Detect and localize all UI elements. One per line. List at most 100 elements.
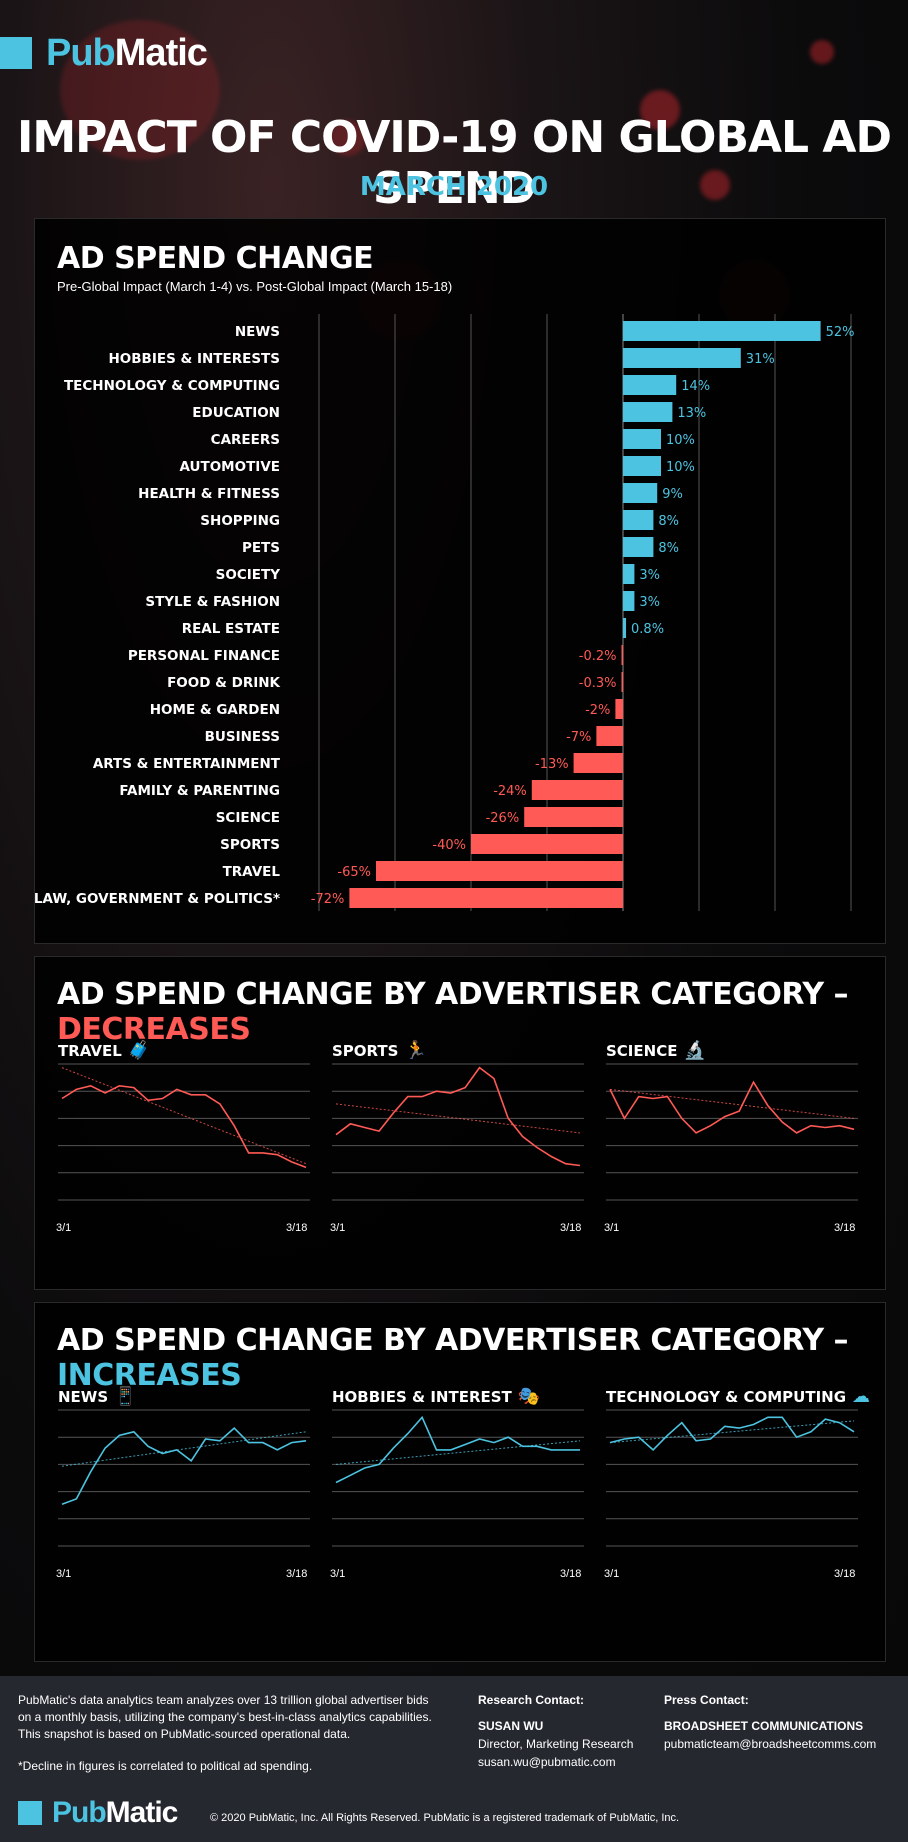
bar-value-label: -0.3% <box>579 676 617 691</box>
pubmatic-logo: PubMatic <box>0 34 208 72</box>
series-line <box>609 1080 855 1134</box>
bar-value-label: -40% <box>432 838 466 853</box>
series-line <box>61 1426 307 1506</box>
bar-value-label: -2% <box>585 703 610 718</box>
bar <box>623 537 654 557</box>
mini-chart-title: SCIENCE 🔬 <box>606 1040 706 1061</box>
trend-line <box>335 1103 581 1134</box>
bar <box>623 456 661 476</box>
series-line <box>61 1084 307 1169</box>
x-tick-end: 3/18 <box>286 1222 308 1234</box>
bar-value-label: 8% <box>658 541 679 556</box>
x-tick-end: 3/18 <box>560 1222 582 1234</box>
research-contact-title: Director, Marketing Research <box>478 1737 634 1751</box>
footer-about: PubMatic's data analytics team analyzes … <box>18 1693 432 1741</box>
x-tick-start: 3/1 <box>56 1222 72 1234</box>
bar-category-label: PETS <box>242 540 280 556</box>
bar <box>531 780 623 800</box>
decreases-panel: AD SPEND CHANGE BY ADVERTISER CATEGORY –… <box>34 956 886 1290</box>
bar <box>623 429 661 449</box>
mini-line-chart <box>606 1063 858 1201</box>
bar-chart-title: AD SPEND CHANGE <box>57 241 374 276</box>
bar-category-label: HEALTH & FITNESS <box>138 486 280 502</box>
x-tick-end: 3/18 <box>560 1568 582 1580</box>
trend-line <box>61 1067 307 1165</box>
footer-pubmatic-logo: PubMatic <box>18 1798 178 1828</box>
bar-value-label: 14% <box>681 379 710 394</box>
bar <box>623 591 635 611</box>
phone-news-icon: 📱 <box>114 1386 137 1407</box>
bar <box>471 834 623 854</box>
bar <box>623 510 654 530</box>
ad-spend-change-panel: AD SPEND CHANGE Pre-Global Impact (March… <box>34 218 886 944</box>
bar-category-label: EDUCATION <box>192 405 280 421</box>
page-title: IMPACT OF COVID-19 ON GLOBAL AD SPEND <box>17 112 892 214</box>
research-contact-heading: Research Contact: <box>478 1693 585 1707</box>
bar-value-label: 9% <box>662 487 683 502</box>
bar <box>621 672 623 692</box>
x-tick-end: 3/18 <box>834 1568 856 1580</box>
increases-panel: AD SPEND CHANGE BY ADVERTISER CATEGORY –… <box>34 1302 886 1662</box>
x-tick-start: 3/1 <box>330 1222 346 1234</box>
logo-square-icon <box>0 37 32 69</box>
bar <box>621 645 623 665</box>
bar-category-label: AUTOMOTIVE <box>180 459 281 475</box>
bar-category-label: PERSONAL FINANCE <box>128 648 280 664</box>
copyright: © 2020 PubMatic, Inc. All Rights Reserve… <box>210 1812 680 1824</box>
bar-category-label: FOOD & DRINK <box>167 675 280 691</box>
bar-category-label: FAMILY & PARENTING <box>119 783 280 799</box>
press-contact-email[interactable]: pubmaticteam@broadsheetcomms.com <box>664 1737 877 1751</box>
bar-category-label: LAW, GOVERNMENT & POLITICS* <box>35 891 280 907</box>
bar <box>623 348 741 368</box>
bar-category-label: SHOPPING <box>200 513 280 529</box>
trend-line <box>609 1420 855 1444</box>
press-contact-name: BROADSHEET COMMUNICATIONS <box>664 1719 864 1733</box>
bar-value-label: 13% <box>677 406 706 421</box>
series-line <box>335 1415 580 1484</box>
bar-value-label: -0.2% <box>579 649 617 664</box>
mini-chart-title: NEWS 📱 <box>58 1386 137 1407</box>
bar-value-label: -65% <box>337 865 371 880</box>
research-contact-name: SUSAN WU <box>478 1719 544 1733</box>
footer: PubMatic's data analytics team analyzes … <box>0 1676 908 1842</box>
bar-value-label: 31% <box>746 352 775 367</box>
bar-category-label: REAL ESTATE <box>182 621 280 637</box>
bar-value-label: 8% <box>658 514 679 529</box>
bar-value-label: 3% <box>639 595 660 610</box>
bar <box>623 483 658 503</box>
mini-line-chart <box>606 1409 858 1547</box>
bar <box>623 375 677 395</box>
mini-chart-title: TECHNOLOGY & COMPUTING ☁ <box>606 1386 871 1407</box>
x-tick-start: 3/1 <box>604 1568 620 1580</box>
trend-line <box>61 1431 307 1467</box>
bar-category-label: TECHNOLOGY & COMPUTING <box>64 378 280 394</box>
cloud-devices-icon: ☁ <box>852 1386 871 1407</box>
theater-masks-icon: 🎭 <box>517 1386 541 1407</box>
mini-chart-title: SPORTS 🏃 <box>332 1040 427 1061</box>
bar-category-label: SPORTS <box>220 837 280 853</box>
x-tick-end: 3/18 <box>286 1568 308 1580</box>
x-tick-start: 3/1 <box>56 1568 72 1580</box>
bar-chart-subtitle: Pre-Global Impact (March 1-4) vs. Post-G… <box>57 279 453 294</box>
bar-category-label: BUSINESS <box>205 729 280 745</box>
microscope-icon: 🔬 <box>683 1040 706 1061</box>
footer-note: *Decline in figures is correlated to pol… <box>18 1759 313 1773</box>
bar-value-label: 52% <box>826 325 855 340</box>
mini-line-chart <box>332 1063 584 1201</box>
bar-value-label: -26% <box>486 811 520 826</box>
bar-category-label: SOCIETY <box>216 567 281 583</box>
bar-category-label: SCIENCE <box>216 810 280 826</box>
bar-category-label: STYLE & FASHION <box>145 594 280 610</box>
research-contact-email[interactable]: susan.wu@pubmatic.com <box>478 1755 616 1769</box>
bar-category-label: TRAVEL <box>223 864 281 880</box>
bar-value-label: 10% <box>666 433 695 448</box>
mini-line-chart <box>332 1409 584 1547</box>
trend-line <box>609 1088 855 1119</box>
bar <box>615 699 623 719</box>
bar-category-label: NEWS <box>235 324 280 340</box>
mini-chart-title: TRAVEL 🧳 <box>58 1040 151 1061</box>
bar-value-label: -72% <box>311 892 345 907</box>
press-contact-heading: Press Contact: <box>664 1693 749 1707</box>
suitcase-icon: 🧳 <box>127 1040 151 1061</box>
ad-spend-bar-chart: NEWS 52% HOBBIES & INTERESTS 31% TECHNOLOGY … <box>35 314 855 911</box>
